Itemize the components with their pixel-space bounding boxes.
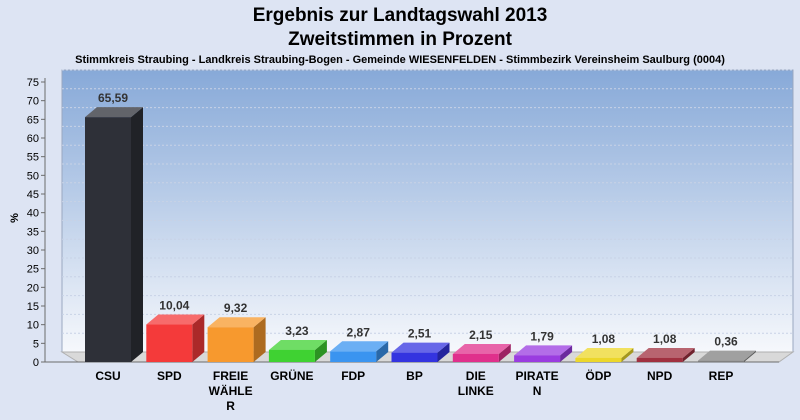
value-label: 10,04: [159, 299, 189, 313]
y-tick-label: 55: [27, 152, 39, 164]
y-tick-label: 10: [27, 320, 39, 332]
value-label: 65,59: [98, 91, 128, 105]
value-label: 1,79: [530, 329, 554, 343]
bar-side: [314, 339, 327, 362]
x-tick-label: REP: [709, 369, 734, 383]
x-tick-label: ÖDP: [585, 368, 611, 383]
bar: [268, 349, 315, 362]
value-label: 2,51: [408, 327, 432, 341]
bar-side: [744, 350, 756, 362]
bar-side: [253, 317, 266, 362]
x-tick-label: FREIE: [213, 369, 248, 383]
bar: [146, 324, 193, 362]
chart-title: Ergebnis zur Landtagswahl 2013: [252, 5, 548, 26]
bar-side: [131, 107, 143, 362]
value-label: 9,32: [224, 301, 248, 315]
y-tick-label: 40: [27, 208, 39, 220]
x-tick-label: CSU: [95, 369, 120, 383]
bar-side: [560, 345, 573, 362]
value-label: 1,08: [653, 332, 677, 346]
chart-caption: Stimmkreis Straubing - Landkreis Straubi…: [75, 54, 725, 66]
bar: [391, 352, 438, 362]
y-tick-label: 45: [27, 189, 39, 201]
bar: [452, 353, 499, 362]
y-tick-label: 50: [27, 170, 39, 182]
y-tick-label: 70: [27, 96, 39, 108]
value-label: 0,36: [714, 335, 738, 349]
bar: [514, 355, 561, 362]
bar-top: [85, 107, 143, 118]
x-tick-label: SPD: [157, 369, 182, 383]
bar-top: [146, 314, 205, 325]
value-label: 3,23: [285, 324, 309, 338]
bar-top: [636, 347, 695, 358]
y-tick-label: 60: [27, 133, 39, 145]
bar-side: [192, 314, 205, 362]
bar: [698, 360, 744, 362]
bar: [575, 357, 622, 362]
x-tick-label: LINKE: [458, 384, 494, 398]
bar-top: [330, 341, 389, 352]
x-tick-label: BP: [406, 369, 423, 383]
value-label: 2,15: [469, 328, 493, 342]
bar: [330, 351, 377, 362]
value-label: 2,87: [347, 325, 371, 339]
x-tick-label: N: [533, 384, 542, 398]
y-tick-label: 20: [27, 282, 39, 294]
bar-side: [437, 342, 450, 362]
bar: [207, 327, 254, 362]
bar-side: [621, 347, 634, 362]
y-tick-label: 65: [27, 114, 39, 126]
y-tick-label: 30: [27, 245, 39, 257]
x-tick-label: WÄHLE: [209, 383, 253, 398]
y-tick-label: 25: [27, 264, 39, 276]
value-label: 1,08: [592, 332, 616, 346]
y-tick-label: 5: [33, 338, 39, 350]
bar: [636, 357, 683, 362]
y-tick-label: 35: [27, 226, 39, 238]
y-tick-label: 15: [27, 301, 39, 313]
chart-subtitle: Zweitstimmen in Prozent: [288, 29, 512, 50]
x-tick-label: GRÜNE: [270, 368, 313, 383]
x-tick-label: R: [226, 399, 235, 413]
bar-top: [514, 345, 573, 356]
bar-top: [575, 347, 634, 358]
bar-top: [207, 317, 266, 328]
bar-top: [268, 339, 327, 350]
x-tick-label: NPD: [647, 369, 673, 383]
x-tick-label: DIE: [466, 369, 486, 383]
plot-background: [61, 69, 794, 353]
bar-top: [698, 350, 756, 361]
bar-side: [498, 343, 511, 362]
bar-side: [682, 347, 695, 362]
x-tick-label: FDP: [341, 369, 365, 383]
bar-side: [376, 341, 389, 362]
y-tick-label: 75: [27, 77, 39, 89]
y-tick-label: 0: [33, 357, 39, 369]
bar-top: [452, 343, 511, 354]
bar: [85, 117, 131, 362]
x-tick-label: PIRATE: [516, 369, 559, 383]
bar-top: [391, 342, 450, 353]
